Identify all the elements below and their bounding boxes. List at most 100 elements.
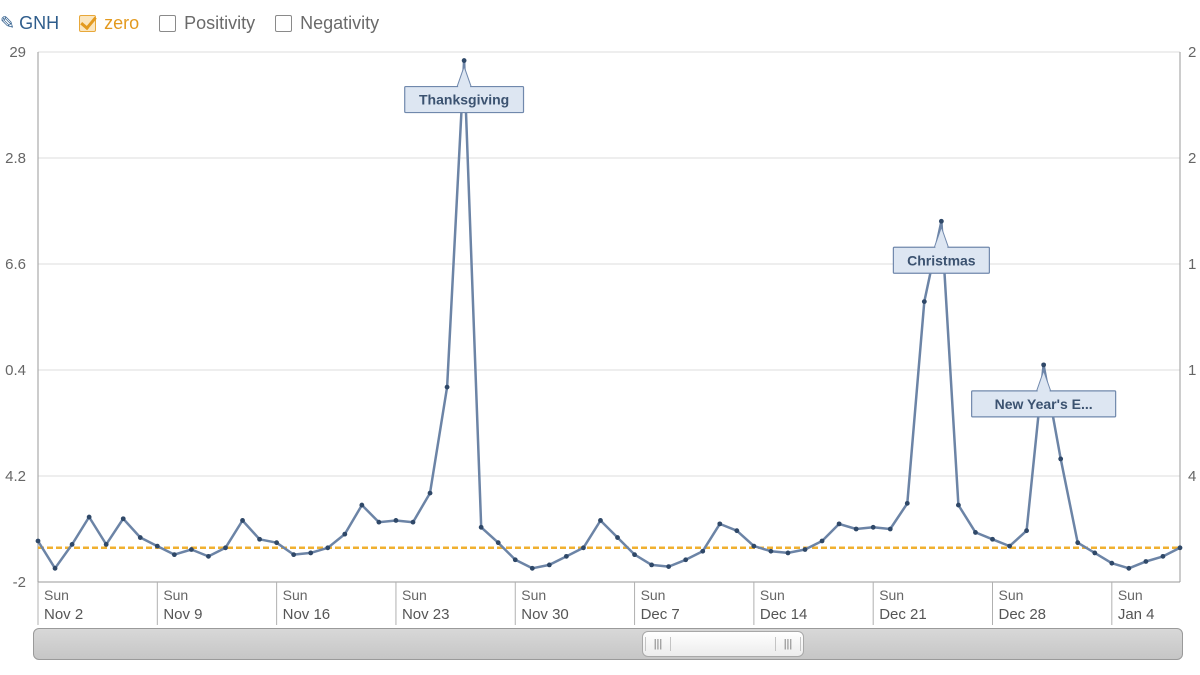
data-point [154, 543, 160, 549]
y-tick-label-right: 2 [1188, 150, 1196, 167]
x-tick-day: Sun [521, 587, 546, 603]
x-tick-day: Sun [999, 587, 1024, 603]
data-point [171, 552, 177, 558]
data-point [137, 535, 143, 540]
data-point [376, 519, 382, 525]
data-point [938, 218, 944, 224]
data-point [257, 536, 262, 542]
right-grip-handle[interactable]: ||| [775, 637, 801, 651]
y-tick-label-left: 29 [9, 44, 26, 61]
data-point [35, 538, 41, 544]
data-point [751, 543, 757, 549]
annotation-label: New Year's E... [995, 396, 1093, 412]
data-point [1177, 545, 1183, 551]
x-tick-date: Nov 16 [283, 606, 331, 623]
x-tick-day: Sun [879, 587, 904, 603]
data-point [461, 58, 467, 63]
range-scrollbar[interactable]: ||| ||| [33, 628, 1183, 660]
legend-item-zero[interactable]: zero [79, 13, 139, 34]
positivity-label: Positivity [184, 12, 256, 33]
data-point [615, 535, 620, 540]
brush-icon: ✎ [0, 12, 16, 33]
data-point [308, 550, 314, 556]
data-point [1160, 553, 1166, 559]
annotation-label: Thanksgiving [419, 92, 509, 108]
negativity-label: Negativity [300, 12, 380, 33]
y-tick-label-right: 2 [1188, 44, 1196, 61]
line-chart: 29 2 2.8 2 6.6 1 0.4 1 4.2 4 -2 Sun Nov 2 Sun Nov 9 Sun… [5, 44, 1196, 625]
x-tick-date: Dec 28 [999, 606, 1047, 623]
y-tick-label-left: 4.2 [5, 468, 26, 485]
x-tick-date: Dec 21 [879, 606, 927, 623]
data-point [1007, 543, 1012, 549]
data-point [223, 545, 228, 551]
data-point [717, 521, 723, 527]
data-point [921, 299, 927, 305]
data-point [1126, 565, 1132, 571]
data-point [904, 500, 910, 506]
data-point [632, 552, 637, 558]
x-tick-date: Nov 30 [521, 606, 569, 623]
data-point [870, 524, 876, 530]
zero-checkbox[interactable] [79, 14, 97, 32]
data-point [189, 547, 194, 552]
x-tick-day: Sun [641, 587, 666, 603]
positivity-checkbox[interactable] [159, 14, 177, 32]
data-point [683, 557, 689, 563]
range-thumb[interactable]: ||| ||| [642, 631, 804, 657]
data-point [956, 502, 961, 508]
y-tick-label-left: 6.6 [5, 256, 26, 273]
legend: ✎ GNH zero Positivity Negativity [0, 8, 379, 38]
negativity-checkbox[interactable] [275, 14, 293, 32]
annotation-pointer [456, 65, 472, 88]
data-point [563, 553, 569, 559]
data-point [853, 526, 859, 532]
legend-item-gnh[interactable]: ✎ GNH [0, 13, 59, 34]
data-point [887, 526, 893, 532]
data-point [69, 541, 75, 547]
legend-item-positivity[interactable]: Positivity [159, 13, 255, 34]
data-point [666, 564, 672, 570]
y-tick-label-right: 1 [1188, 362, 1196, 379]
data-point [700, 548, 706, 554]
data-point [393, 518, 399, 523]
left-grip-handle[interactable]: ||| [645, 637, 671, 651]
x-tick-date: Nov 2 [44, 606, 83, 623]
data-point [359, 502, 365, 508]
data-point [768, 548, 774, 554]
x-tick-date: Nov 9 [163, 606, 202, 623]
data-point [529, 565, 535, 571]
data-point [598, 518, 603, 523]
x-tick-day: Sun [402, 587, 427, 603]
data-point [512, 557, 518, 563]
data-point [342, 531, 348, 537]
data-point [120, 516, 126, 522]
data-point [1058, 456, 1064, 462]
data-point [86, 514, 92, 520]
legend-item-negativity[interactable]: Negativity [275, 13, 379, 34]
data-point [734, 528, 740, 534]
data-point [1143, 559, 1149, 564]
y-tick-label-right: 4 [1188, 468, 1196, 485]
zero-label: zero [104, 12, 140, 33]
data-point [444, 384, 450, 390]
x-tick-date: Dec 14 [760, 606, 808, 623]
data-point [206, 553, 211, 559]
data-point [1109, 560, 1115, 566]
data-point [52, 565, 58, 571]
data-point [274, 540, 280, 546]
x-tick-day: Sun [760, 587, 785, 603]
data-point [973, 530, 978, 535]
data-point [1041, 362, 1047, 368]
y-tick-label-right: 1 [1188, 256, 1196, 273]
data-point [785, 550, 791, 556]
data-point [581, 545, 586, 551]
data-point [103, 541, 109, 547]
y-tick-label-left: -2 [13, 574, 26, 591]
data-point [478, 524, 484, 530]
x-tick-date: Dec 7 [641, 606, 680, 623]
data-point [649, 562, 655, 568]
data-point [495, 540, 501, 546]
x-tick-day: Sun [283, 587, 308, 603]
data-point [325, 545, 331, 551]
